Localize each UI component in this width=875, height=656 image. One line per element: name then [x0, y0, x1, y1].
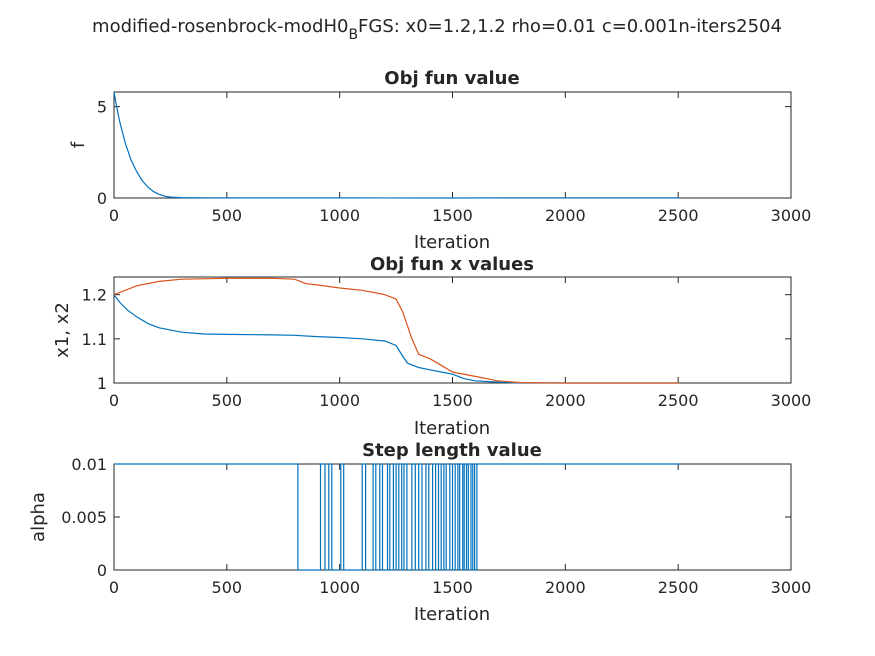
subplot-title-3: Step length value: [362, 440, 542, 461]
suptitle-main: modified-rosenbrock-modH0: [92, 16, 348, 37]
plot-frame-1: [113, 91, 792, 199]
suptitle-rest: FGS: x0=1.2,1.2 rho=0.01 c=0.001n-iters2…: [358, 16, 782, 37]
x-tick-label: 3000: [771, 206, 812, 225]
series-3: [114, 463, 680, 571]
x-tick-label: 3000: [771, 391, 812, 410]
subplot-step-length-value: Step length value alpha Iteration 0 500 10…: [28, 440, 811, 625]
x-axis-label-1: Iteration: [414, 232, 490, 253]
series-line-1: [113, 91, 680, 199]
y-tick-label: 1: [97, 374, 107, 393]
x-tick-label: 0: [109, 578, 119, 597]
y-tick-label: 0.01: [71, 455, 107, 474]
suptitle-subscript: B: [348, 27, 358, 43]
x-tick-label: 1500: [432, 391, 473, 410]
x-tick-label: 500: [212, 391, 243, 410]
x-tick-label: 1000: [319, 578, 360, 597]
series-line-1: [114, 463, 680, 571]
x-tick-label: 2000: [545, 578, 586, 597]
x-tick-label: 0: [109, 206, 119, 225]
x-tick-label: 3000: [771, 578, 812, 597]
y-tick-label: 0: [97, 189, 107, 208]
x-tick-label: 1000: [319, 391, 360, 410]
x-tick-label: 500: [212, 578, 243, 597]
y-axis-label-1: f: [68, 141, 89, 148]
figure-suptitle: modified-rosenbrock-modH0BFGS: x0=1.2,1.…: [92, 16, 782, 43]
x-tick-label: 2000: [545, 206, 586, 225]
y-axis-label-2: x1, x2: [52, 302, 73, 358]
series-line-2: [113, 277, 680, 384]
x-tick-label: 500: [212, 206, 243, 225]
x-tick-label: 1500: [432, 206, 473, 225]
x-tick-label: 1500: [432, 578, 473, 597]
plot-frame-2: [113, 276, 792, 384]
ticks-1: 0 500 1000 1500 2000 2500 3000 0 5: [97, 92, 812, 225]
subplot-obj-fun-value: Obj fun value f Iteration 0 500 1000 1500 20…: [68, 68, 811, 253]
subplot-title-2: Obj fun x values: [370, 254, 534, 275]
x-tick-label: 2500: [658, 578, 699, 597]
x-axis-label-2: Iteration: [414, 418, 490, 439]
series-1: [113, 91, 680, 199]
ticks-2: 0 500 1000 1500 2000 2500 3000 1 1.1 1.2: [82, 277, 812, 410]
ticks-3: 0 500 1000 1500 2000 2500 3000 0 0.005 0.01: [61, 455, 811, 597]
series-2: [113, 277, 680, 384]
subplot-title-1: Obj fun value: [384, 68, 519, 89]
x-axis-label-3: Iteration: [414, 604, 490, 625]
y-tick-label: 1.1: [82, 330, 107, 349]
y-tick-label: 1.2: [82, 286, 107, 305]
x-tick-label: 2500: [658, 391, 699, 410]
x-tick-label: 0: [109, 391, 119, 410]
x-tick-label: 2500: [658, 206, 699, 225]
subplot-obj-fun-x-values: Obj fun x values x1, x2 Iteration 0 500 10…: [52, 254, 811, 439]
y-axis-label-3: alpha: [28, 492, 49, 542]
x-tick-label: 1000: [319, 206, 360, 225]
y-tick-label: 0: [97, 561, 107, 580]
x-tick-label: 2000: [545, 391, 586, 410]
y-tick-label: 0.005: [61, 508, 107, 527]
y-tick-label: 5: [97, 98, 107, 117]
series-line-1: [113, 294, 680, 384]
